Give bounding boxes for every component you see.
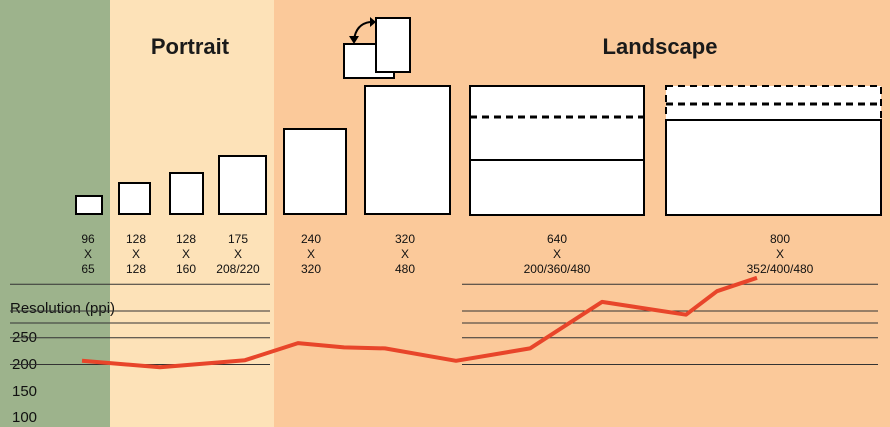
y-axis-title: Resolution (ppi) [10,300,116,317]
res-label-800: 800 X 352/400/480 [746,232,814,276]
screen-128x128 [118,182,151,215]
portrait-header: Portrait [150,34,230,59]
screen-96x65 [75,195,103,215]
res-label-128x160: 128 X 160 [175,232,197,276]
y-tick-100: 100 [12,409,38,426]
res-label-175x208: 175 X 208/220 [216,232,260,276]
res-label-128x128: 128 X 128 [125,232,147,276]
res-label-240x320: 240 X 320 [300,232,322,276]
y-tick-250: 250 [12,329,38,346]
res-label-320x480: 320 X 480 [394,232,416,276]
screen-240x320 [283,128,347,215]
screen-128x160 [169,172,204,215]
screen-320x480 [364,85,451,215]
res-label-96x65: 96 X 65 [81,232,95,276]
y-tick-150: 150 [12,383,38,400]
res-label-640: 640 X 200/360/480 [523,232,591,276]
y-tick-200: 200 [12,356,38,373]
landscape-header: Landscape [602,34,718,59]
screen-175x208 [218,155,267,215]
